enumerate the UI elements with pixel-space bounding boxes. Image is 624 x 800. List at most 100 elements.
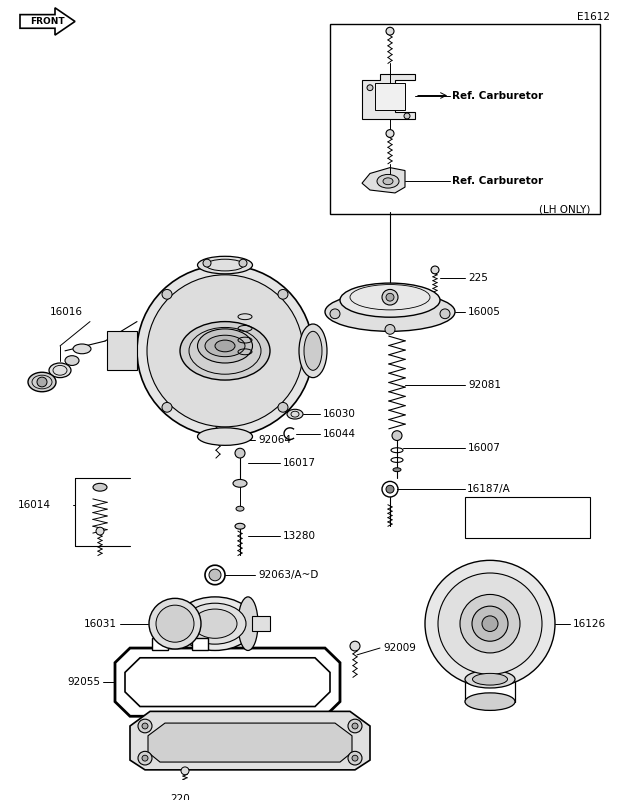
Polygon shape [125, 658, 330, 706]
Circle shape [460, 594, 520, 653]
Polygon shape [20, 8, 75, 35]
Ellipse shape [235, 523, 245, 529]
Polygon shape [362, 168, 405, 193]
Circle shape [162, 290, 172, 299]
Bar [152, 638, 168, 650]
Ellipse shape [180, 322, 270, 380]
Circle shape [138, 719, 152, 733]
Ellipse shape [215, 340, 235, 352]
Bar [465, 497, 590, 538]
Text: 92081: 92081 [468, 380, 501, 390]
Polygon shape [130, 711, 370, 770]
Ellipse shape [73, 344, 91, 354]
Circle shape [181, 767, 189, 774]
Circle shape [278, 290, 288, 299]
Ellipse shape [184, 603, 246, 644]
Ellipse shape [233, 479, 247, 487]
Circle shape [386, 486, 394, 493]
Ellipse shape [340, 283, 440, 317]
Circle shape [482, 616, 498, 631]
Text: 92009: 92009 [383, 643, 416, 653]
Ellipse shape [198, 329, 253, 363]
Circle shape [352, 755, 358, 761]
Circle shape [203, 259, 211, 267]
Circle shape [96, 527, 104, 535]
Text: 92055: 92055 [67, 677, 100, 687]
Circle shape [472, 606, 508, 642]
Ellipse shape [325, 292, 455, 331]
Circle shape [147, 275, 303, 427]
Text: 16030: 16030 [323, 409, 356, 419]
Text: FRONT: FRONT [30, 17, 64, 26]
Circle shape [350, 642, 360, 651]
Circle shape [137, 265, 313, 437]
Circle shape [438, 573, 542, 674]
Ellipse shape [238, 597, 258, 650]
Text: RH: RH [478, 522, 492, 532]
Ellipse shape [198, 256, 253, 274]
Ellipse shape [28, 372, 56, 392]
Text: E1612: E1612 [577, 12, 610, 22]
Text: 16007: 16007 [468, 443, 501, 454]
Ellipse shape [212, 434, 224, 442]
Text: 92064: 92064 [258, 435, 291, 446]
Ellipse shape [287, 410, 303, 419]
Ellipse shape [304, 331, 322, 370]
Ellipse shape [299, 324, 327, 378]
Text: 16016: 16016 [50, 307, 83, 317]
Ellipse shape [472, 674, 507, 685]
Circle shape [404, 113, 410, 119]
Ellipse shape [377, 174, 399, 188]
Ellipse shape [49, 363, 71, 378]
Bar [252, 616, 270, 631]
Text: 16005: 16005 [468, 307, 501, 317]
Circle shape [440, 309, 450, 318]
Ellipse shape [383, 178, 393, 185]
Text: (16187A): (16187A) [525, 522, 570, 532]
Text: 220: 220 [170, 794, 190, 800]
Circle shape [239, 259, 247, 267]
Circle shape [385, 325, 395, 334]
Ellipse shape [156, 605, 194, 642]
Circle shape [348, 719, 362, 733]
Bar [330, 24, 600, 214]
Circle shape [162, 402, 172, 412]
Circle shape [352, 723, 358, 729]
Circle shape [425, 560, 555, 687]
Polygon shape [362, 74, 415, 119]
Text: 16031: 16031 [84, 618, 117, 629]
Text: 13280: 13280 [283, 531, 316, 541]
Circle shape [278, 402, 288, 412]
Circle shape [209, 569, 221, 581]
Circle shape [330, 309, 340, 318]
Bar [107, 331, 137, 370]
Text: 92063/A~D: 92063/A~D [258, 570, 318, 580]
Text: 16187/A: 16187/A [467, 484, 511, 494]
Text: (16187): (16187) [529, 502, 567, 512]
Text: (LH ONLY): (LH ONLY) [539, 205, 590, 214]
Circle shape [367, 85, 373, 90]
Text: 16126: 16126 [573, 618, 606, 629]
Ellipse shape [198, 428, 253, 446]
Text: LH: LH [479, 502, 492, 512]
Circle shape [348, 751, 362, 765]
Ellipse shape [175, 597, 255, 650]
Ellipse shape [236, 506, 244, 511]
Text: 16044: 16044 [323, 429, 356, 438]
Circle shape [382, 290, 398, 305]
Circle shape [37, 377, 47, 387]
Circle shape [142, 755, 148, 761]
Text: Ref. Carburetor: Ref. Carburetor [452, 176, 543, 186]
Text: Ref. Carburetor: Ref. Carburetor [452, 90, 543, 101]
Ellipse shape [205, 335, 245, 357]
Ellipse shape [193, 609, 237, 638]
Ellipse shape [235, 448, 245, 458]
Ellipse shape [65, 356, 79, 366]
Circle shape [142, 723, 148, 729]
Ellipse shape [93, 483, 107, 491]
Text: 16014: 16014 [18, 500, 51, 510]
Bar [375, 83, 405, 110]
Circle shape [392, 430, 402, 441]
Circle shape [213, 411, 223, 421]
Polygon shape [148, 723, 352, 762]
